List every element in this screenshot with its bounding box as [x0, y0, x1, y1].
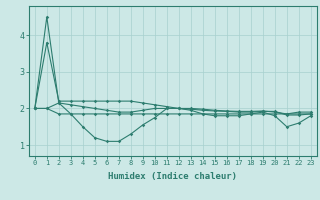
- X-axis label: Humidex (Indice chaleur): Humidex (Indice chaleur): [108, 172, 237, 181]
